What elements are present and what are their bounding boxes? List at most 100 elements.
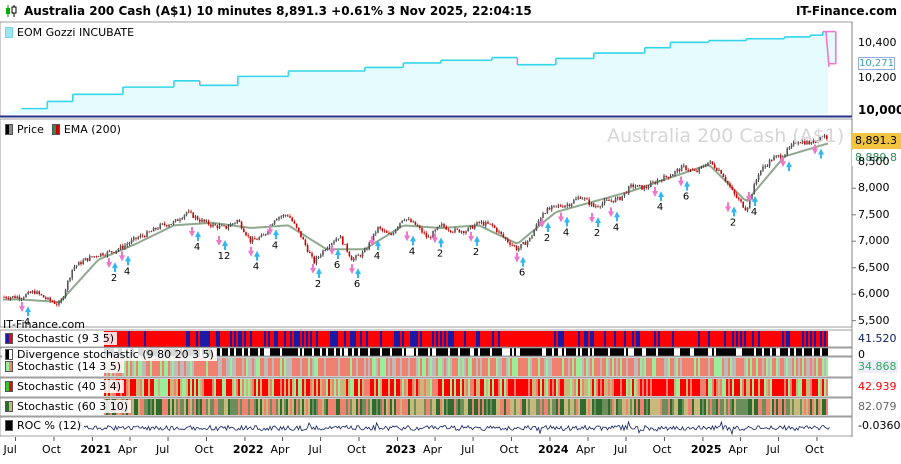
stochastic-bar: [420, 379, 422, 396]
signal-up-arrow: [355, 268, 361, 279]
stochastic-bar: [806, 399, 808, 415]
candle-body: [128, 242, 131, 245]
stochastic-bar: [268, 348, 270, 356]
stochastic-bar: [476, 358, 478, 376]
stochastic-bar: [404, 399, 406, 415]
stochastic-bar: [134, 379, 136, 396]
stochastic-bar: [354, 358, 356, 376]
stochastic-bar: [670, 358, 672, 376]
candle-body: [247, 235, 249, 237]
signal-up-arrow: [438, 237, 444, 248]
candle-body: [64, 289, 67, 297]
stochastic-bar: [666, 348, 668, 356]
candle-body: [412, 221, 414, 223]
stochastic-bar: [358, 348, 360, 356]
indicator-legend[interactable]: Stochastic (14 3 5): [2, 360, 125, 373]
stochastic-bar: [520, 399, 522, 415]
stochastic-bar: [452, 379, 454, 396]
stochastic-bar: [282, 379, 284, 396]
indicator-legend[interactable]: ROC % (12): [2, 419, 85, 432]
eom-legend[interactable]: EOM Gozzi INCUBATE: [2, 26, 138, 39]
stochastic-bar: [738, 358, 740, 376]
candle-body: [353, 258, 355, 261]
stochastic-bar: [248, 348, 250, 356]
stochastic-bar: [234, 358, 236, 376]
stochastic-bar: [196, 358, 198, 376]
stochastic-bar: [500, 399, 502, 415]
candle-body: [724, 176, 727, 181]
stochastic-bar: [770, 379, 772, 396]
stochastic-bar: [514, 358, 516, 376]
stochastic-bar: [158, 379, 160, 396]
indicator-legend[interactable]: Stochastic (9 3 5): [2, 332, 118, 345]
signal-label: 4: [751, 207, 757, 218]
stochastic-bar: [242, 331, 244, 347]
stochastic-bar: [322, 379, 324, 396]
stochastic-bar: [714, 379, 716, 396]
stochastic-bar: [138, 358, 140, 376]
stochastic-bar: [702, 358, 704, 376]
candle-body: [287, 215, 289, 217]
signal-down-arrow: [106, 258, 112, 269]
stochastic-bar: [760, 348, 762, 356]
indicator-legend[interactable]: Stochastic (60 3 10): [2, 400, 131, 413]
stochastic-bar: [768, 348, 770, 356]
stochastic-bar: [604, 348, 606, 356]
stochastic-bar: [290, 399, 292, 415]
stochastic-bar: [536, 358, 538, 376]
stochastic-bar: [576, 348, 578, 356]
stochastic-bar: [366, 399, 368, 415]
stochastic-bar: [328, 348, 330, 356]
stochastic-bar: [218, 399, 220, 415]
stochastic-bar: [432, 358, 434, 376]
stochastic-bar: [274, 379, 276, 396]
indicator-legend[interactable]: Divergence stochastic (9 80 20 3 5): [2, 348, 217, 361]
stochastic-bar: [790, 331, 792, 347]
stochastic-bar: [268, 399, 270, 415]
stochastic-bar: [640, 331, 642, 347]
stochastic-bar: [254, 358, 256, 376]
stochastic-bar: [380, 358, 382, 376]
stochastic-bar: [784, 348, 786, 356]
price-legend[interactable]: Price EMA (200): [2, 123, 124, 136]
stochastic-bar: [636, 379, 638, 396]
candle-body: [69, 278, 71, 281]
stochastic-bar: [700, 358, 702, 376]
stochastic-bar: [560, 348, 562, 356]
stochastic-bar: [178, 399, 180, 415]
stochastic-bar: [384, 348, 386, 356]
stochastic-bar: [800, 358, 802, 376]
stochastic-bar: [238, 331, 240, 347]
instrument-watermark: Australia 200 Cash (A$1): [607, 125, 845, 147]
stochastic-bar: [434, 331, 436, 347]
x-axis-label: Oct: [41, 443, 61, 456]
stochastic-bar: [726, 399, 728, 415]
stochastic-bar: [192, 399, 194, 415]
stochastic-bar: [284, 331, 286, 347]
stochastic-bar: [492, 399, 494, 415]
stochastic-bar: [328, 399, 330, 415]
candle-body: [705, 165, 707, 167]
stochastic-bar: [772, 399, 774, 415]
stochastic-bar: [564, 348, 566, 356]
stochastic-bar: [626, 348, 628, 356]
candle-body: [135, 237, 137, 239]
stochastic-bar: [136, 331, 138, 347]
stochastic-bar: [662, 348, 664, 356]
candle-body: [469, 225, 472, 228]
stochastic-bar: [622, 358, 624, 376]
stochastic-bar: [308, 331, 310, 347]
candle-body: [458, 229, 461, 233]
stochastic-bar: [704, 348, 706, 356]
candle-body: [106, 251, 109, 256]
stochastic-bar: [370, 399, 372, 415]
stochastic-bar: [580, 399, 582, 415]
stochastic-bar: [194, 331, 196, 347]
stochastic-bar: [820, 331, 822, 347]
candle-body: [300, 231, 302, 238]
candle-body: [18, 296, 21, 300]
indicator-legend[interactable]: Stochastic (40 3 4): [2, 380, 125, 393]
stochastic-bar: [660, 331, 662, 347]
candle-body: [324, 250, 326, 251]
stochastic-bar: [250, 348, 252, 356]
